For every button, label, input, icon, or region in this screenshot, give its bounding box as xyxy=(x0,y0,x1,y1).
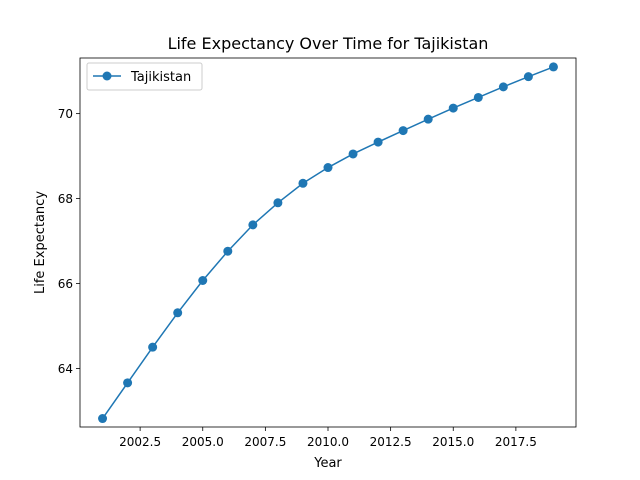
data-point xyxy=(498,82,508,92)
data-point xyxy=(348,149,358,159)
plot-area xyxy=(80,58,576,427)
data-point xyxy=(423,114,433,124)
data-point xyxy=(298,178,308,188)
legend-marker-sample xyxy=(102,71,112,81)
data-point xyxy=(198,276,208,286)
y-tick-label: 64 xyxy=(58,362,73,376)
x-tick-label: 2012.5 xyxy=(370,435,412,449)
x-tick-label: 2005.0 xyxy=(182,435,224,449)
data-point xyxy=(223,246,233,256)
data-point xyxy=(473,92,483,102)
x-tick-label: 2002.5 xyxy=(119,435,161,449)
y-tick-label: 68 xyxy=(58,192,73,206)
legend-box xyxy=(86,62,203,91)
x-axis-ticks: 2002.5 2005.0 2007.5 2010.0 2012.5 2015.0 2017… xyxy=(119,427,537,449)
data-point xyxy=(323,163,333,173)
data-point xyxy=(398,126,408,136)
x-tick-label: 2015.0 xyxy=(432,435,474,449)
data-point xyxy=(173,308,183,318)
y-tick-label: 66 xyxy=(58,277,73,291)
data-point xyxy=(248,220,258,230)
y-axis-ticks: 64 66 68 70 xyxy=(58,107,80,376)
legend: Tajikistan xyxy=(86,62,203,91)
data-point xyxy=(448,103,458,113)
plot-frame xyxy=(79,57,577,428)
series-layer xyxy=(98,62,558,424)
y-axis-label: Life Expectancy xyxy=(33,191,48,294)
x-tick-label: 2007.5 xyxy=(244,435,286,449)
data-point xyxy=(98,414,108,424)
y-tick-label: 70 xyxy=(58,107,73,121)
chart-title: Life Expectancy Over Time for Tajikistan xyxy=(168,34,489,53)
x-tick-label: 2017.5 xyxy=(495,435,537,449)
data-point xyxy=(523,72,533,82)
x-tick-label: 2010.0 xyxy=(307,435,349,449)
data-point xyxy=(273,198,283,208)
data-point xyxy=(148,342,158,352)
data-point xyxy=(548,62,558,72)
data-point xyxy=(123,378,133,388)
legend-entry-tajikistan: Tajikistan xyxy=(130,70,191,85)
x-axis-label: Year xyxy=(313,456,342,471)
data-point xyxy=(373,137,383,147)
